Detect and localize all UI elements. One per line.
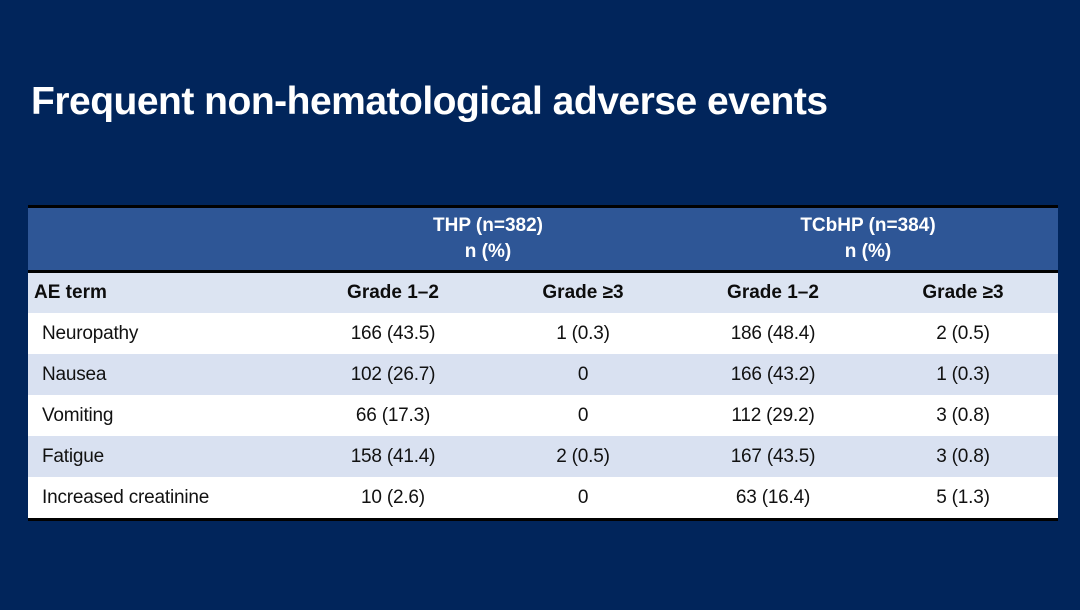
value-cell: 158 (41.4) xyxy=(350,445,436,467)
adverse-events-table: THP (n=382) n (%) TCbHP (n=384) n (%) AE… xyxy=(28,205,1058,521)
table-row-increased-creatinine: Increased creatinine 10 (2.6) 0 63 (16.4… xyxy=(28,477,1058,518)
group-header-spacer xyxy=(28,208,298,270)
value-cell: 2 (0.5) xyxy=(556,445,610,467)
group-header-tcbhp-line2: n (%) xyxy=(844,241,892,262)
column-header-thp-grade1-2: Grade 1–2 xyxy=(347,282,439,303)
value-cell: 102 (26.7) xyxy=(350,363,436,385)
group-header-tcbhp: TCbHP (n=384) n (%) xyxy=(678,208,1058,270)
value-cell: 0 xyxy=(577,363,589,385)
value-cell: 186 (48.4) xyxy=(730,322,816,344)
value-cell: 3 (0.8) xyxy=(936,404,990,426)
value-cell: 5 (1.3) xyxy=(936,486,990,508)
ae-term-cell: Increased creatinine xyxy=(42,486,210,508)
ae-term-cell: Neuropathy xyxy=(42,322,139,344)
value-cell: 0 xyxy=(577,404,589,426)
value-cell: 167 (43.5) xyxy=(730,445,816,467)
value-cell: 10 (2.6) xyxy=(361,486,425,508)
value-cell: 63 (16.4) xyxy=(735,486,811,508)
table-row-neuropathy: Neuropathy 166 (43.5) 1 (0.3) 186 (48.4)… xyxy=(28,313,1058,354)
slide-title: Frequent non-hematological adverse event… xyxy=(31,80,828,123)
column-header-ae-term: AE term xyxy=(34,282,107,303)
table-row-fatigue: Fatigue 158 (41.4) 2 (0.5) 167 (43.5) 3 … xyxy=(28,436,1058,477)
table-group-header-row: THP (n=382) n (%) TCbHP (n=384) n (%) xyxy=(28,208,1058,273)
value-cell: 3 (0.8) xyxy=(936,445,990,467)
value-cell: 166 (43.5) xyxy=(350,322,436,344)
value-cell: 0 xyxy=(577,486,589,508)
column-header-tcbhp-grade3plus: Grade ≥3 xyxy=(922,282,1004,303)
table-row-vomiting: Vomiting 66 (17.3) 0 112 (29.2) 3 (0.8) xyxy=(28,395,1058,436)
value-cell: 1 (0.3) xyxy=(936,363,990,385)
column-header-thp-grade3plus: Grade ≥3 xyxy=(542,282,624,303)
ae-term-cell: Nausea xyxy=(42,363,107,385)
value-cell: 166 (43.2) xyxy=(730,363,816,385)
group-header-thp-line2: n (%) xyxy=(464,241,512,262)
table-column-header-row: AE term Grade 1–2 Grade ≥3 Grade 1–2 Gra… xyxy=(28,273,1058,313)
value-cell: 112 (29.2) xyxy=(731,404,815,426)
column-header-tcbhp-grade1-2: Grade 1–2 xyxy=(727,282,819,303)
ae-term-cell: Fatigue xyxy=(42,445,104,467)
group-header-thp-line1: THP (n=382) xyxy=(433,215,543,237)
value-cell: 66 (17.3) xyxy=(355,404,431,426)
group-header-thp: THP (n=382) n (%) xyxy=(298,208,678,270)
value-cell: 2 (0.5) xyxy=(936,322,990,344)
table-row-nausea: Nausea 102 (26.7) 0 166 (43.2) 1 (0.3) xyxy=(28,354,1058,395)
value-cell: 1 (0.3) xyxy=(556,322,610,344)
ae-term-cell: Vomiting xyxy=(42,404,114,426)
group-header-tcbhp-line1: TCbHP (n=384) xyxy=(800,215,936,237)
